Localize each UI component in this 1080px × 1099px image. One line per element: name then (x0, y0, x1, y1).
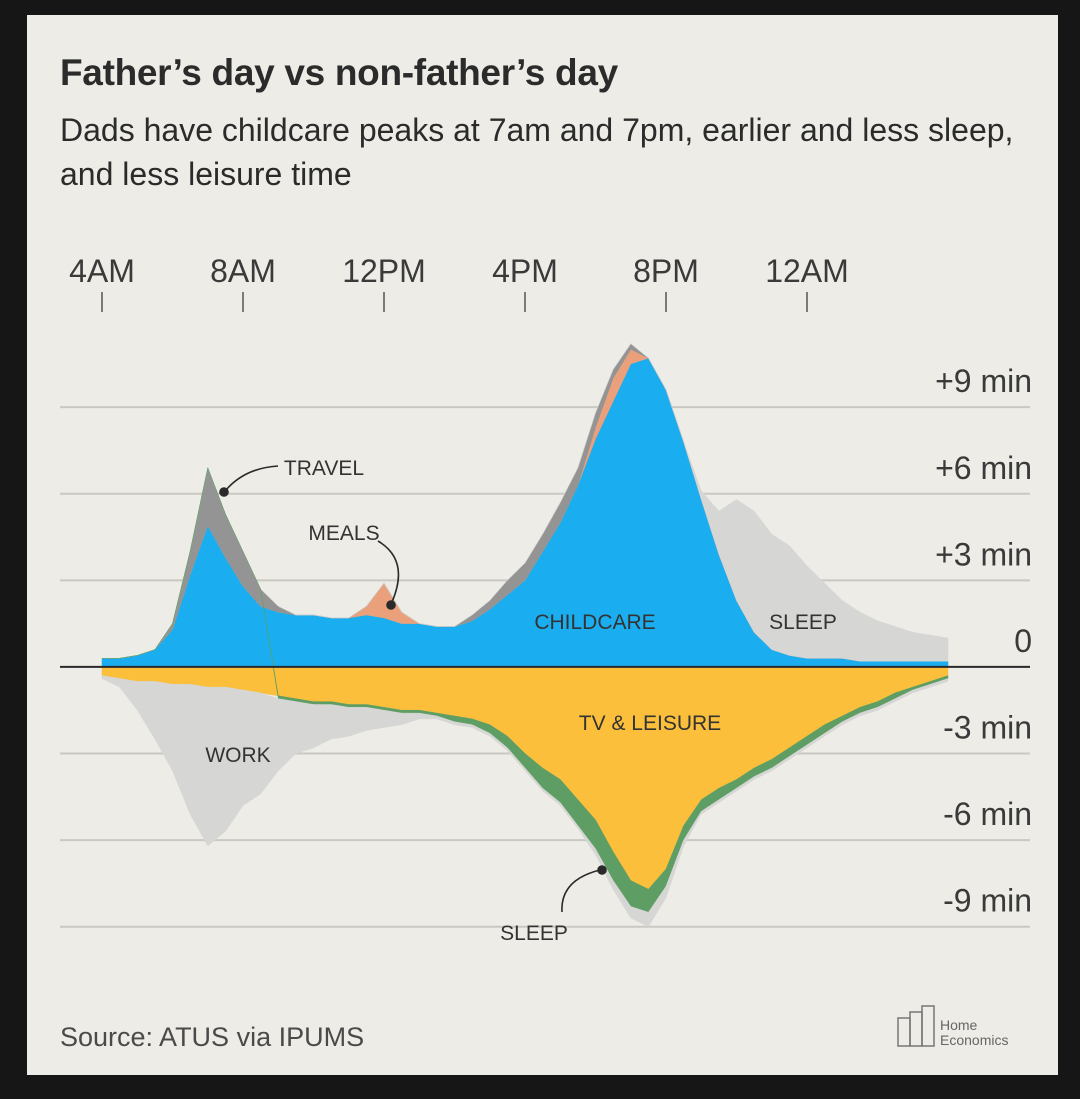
series-label: SLEEP (500, 922, 568, 945)
x-tick-label: 4PM (492, 253, 558, 289)
x-tick-label: 4AM (69, 253, 135, 289)
y-tick-label: +6 min (935, 450, 1032, 486)
x-tick-label: 8PM (633, 253, 699, 289)
series-label: CHILDCARE (534, 611, 655, 634)
area (101, 675, 949, 928)
leader-lines (219, 465, 607, 913)
y-tick-label: 0 (1014, 623, 1032, 659)
chart-subtitle: Dads have childcare peaks at 7am and 7pm… (60, 112, 1014, 192)
leader-line (225, 465, 279, 491)
leader-dot (597, 865, 607, 875)
x-tick-label: 12PM (342, 253, 426, 289)
x-tick-label: 12AM (765, 253, 849, 289)
y-tick-label: -6 min (943, 796, 1032, 832)
y-tick-label: -9 min (943, 883, 1032, 919)
leader-dot (386, 600, 396, 610)
series-label: TV & LEISURE (579, 712, 721, 735)
overlay: CHILDCARE MEALS TRAVEL SLEEP TV & LEISURE WOR… (60, 457, 1030, 945)
source: Source: ATUS via IPUMS (60, 1022, 364, 1052)
y-tick-label: -3 min (943, 710, 1032, 746)
logo-icon (897, 1017, 911, 1047)
area (102, 343, 949, 662)
y-tick-label: +3 min (935, 536, 1032, 572)
leader-dot (219, 487, 229, 497)
series-label: TRAVEL (284, 457, 364, 480)
x-tick-label: 8AM (210, 253, 276, 289)
series-label: WORK (205, 744, 270, 767)
leader-line (377, 540, 400, 603)
logo (897, 1005, 935, 1047)
logo-text: Economics (940, 1032, 1008, 1048)
logo-icon (921, 1005, 935, 1047)
chart-title: Father’s day vs non-father’s day (60, 52, 618, 93)
logo-text: Home (940, 1017, 978, 1033)
y-tick-label: +9 min (935, 363, 1032, 399)
series-label: SLEEP (769, 611, 837, 634)
leader-line (561, 869, 601, 913)
series-label: MEALS (308, 522, 379, 545)
grid: +9 min +6 min +3 min 0 -3 min -6 min -9 min 4AM… (60, 253, 1032, 928)
logo-icon (909, 1011, 923, 1047)
